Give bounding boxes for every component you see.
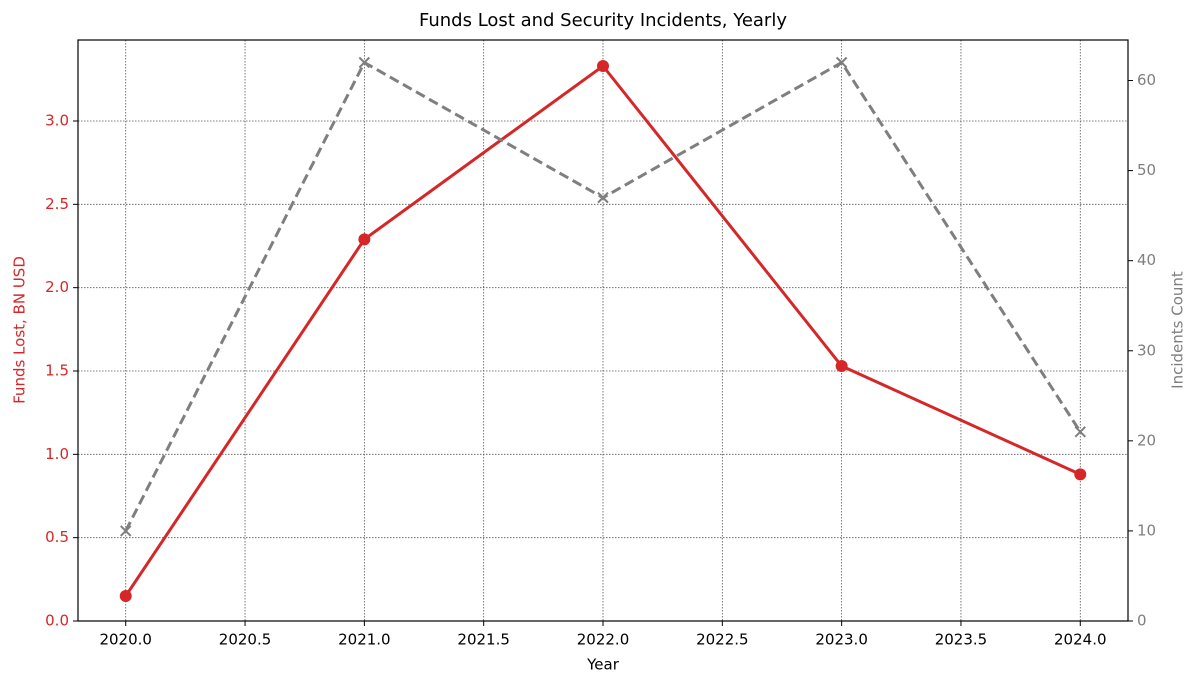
point	[1074, 468, 1087, 481]
point	[358, 233, 371, 246]
plot-frame	[77, 39, 1129, 622]
chart-title: Funds Lost and Security Incidents, Yearl…	[419, 10, 787, 31]
y-axis-label: Funds Lost, BN USD	[11, 256, 29, 404]
x-tick-label: 2021.0	[338, 631, 391, 649]
y2-tick-label: 30	[1137, 341, 1156, 359]
x-tick-label: 2022.0	[577, 631, 630, 649]
x-tick-label: 2023.5	[935, 631, 988, 649]
point	[1074, 426, 1086, 438]
y2-tick-label: 10	[1137, 521, 1156, 539]
y-tick-label: 2.5	[45, 195, 69, 213]
point	[120, 525, 132, 537]
y-tick-label: 0.5	[45, 528, 69, 546]
y2-axis-label: Incidents Count	[1169, 271, 1187, 389]
x-tick-label: 2022.5	[696, 631, 749, 649]
y-tick-label: 1.5	[45, 362, 69, 380]
x-tick-label: 2020.5	[219, 631, 272, 649]
x-tick-label: 2024.0	[1054, 631, 1107, 649]
x-axis-label: Year	[586, 656, 620, 674]
y-tick-label: 3.0	[45, 112, 69, 130]
y2-tick-label: 50	[1137, 161, 1156, 179]
y-tick-label: 2.0	[45, 278, 69, 296]
point	[835, 56, 848, 69]
y2-tick-label: 60	[1137, 71, 1156, 89]
point	[119, 590, 132, 602]
point	[597, 191, 609, 204]
x-tick-label: 2023.0	[815, 631, 868, 649]
y2-tick-label: 0	[1137, 612, 1147, 630]
x-tick-label: 2020.0	[99, 631, 152, 649]
x-tick-label: 2021.5	[457, 631, 510, 649]
point	[597, 60, 609, 72]
point	[358, 56, 371, 69]
y-tick-label: 1.0	[45, 445, 69, 463]
y-tick-label: 0.0	[45, 612, 69, 630]
y2-tick-label: 20	[1137, 431, 1156, 449]
point	[835, 360, 848, 372]
y2-tick-label: 40	[1137, 251, 1156, 269]
